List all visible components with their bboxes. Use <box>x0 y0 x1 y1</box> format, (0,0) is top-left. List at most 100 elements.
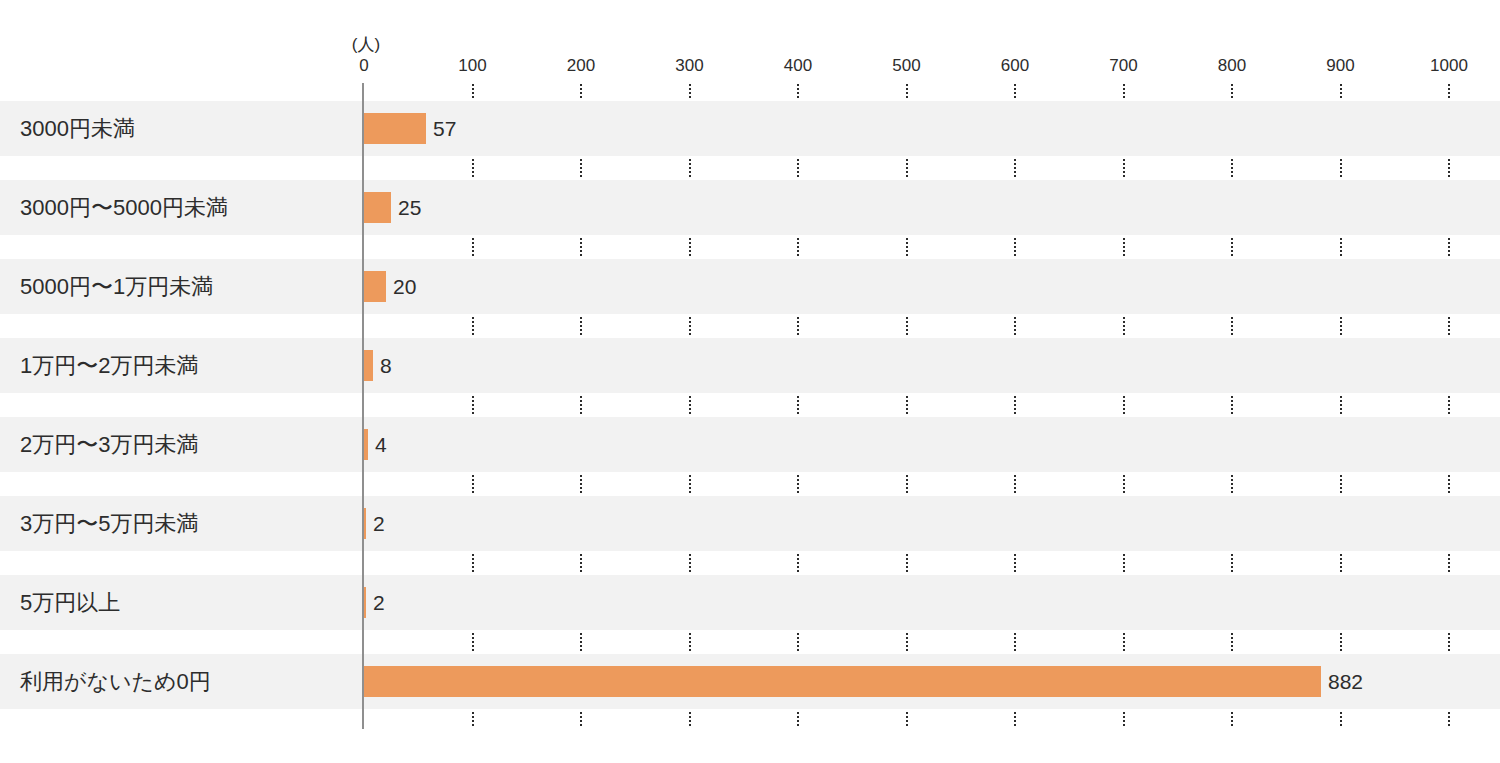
table-row: 1万円〜2万円未満 8 <box>0 338 1500 393</box>
dotted-gridline-segment <box>1123 238 1125 256</box>
bar <box>364 587 366 618</box>
dotted-gridline-segment <box>689 475 691 493</box>
dotted-gridline-segment <box>580 712 582 727</box>
value-label: 25 <box>398 180 421 235</box>
dotted-gridline-segment <box>1448 317 1450 335</box>
category-label: 利用がないため0円 <box>20 654 211 709</box>
dotted-gridline-segment <box>472 238 474 256</box>
dotted-gridline-segment <box>1340 475 1342 493</box>
dotted-gridline-segment <box>797 475 799 493</box>
dotted-gridline-segment <box>906 84 908 100</box>
dotted-gridline-segment <box>906 633 908 651</box>
dotted-gridline-segment <box>1123 396 1125 414</box>
dotted-gridline-segment <box>580 159 582 177</box>
x-tick-label: 100 <box>458 56 486 76</box>
x-tick-label: 700 <box>1109 56 1137 76</box>
category-label: 5万円以上 <box>20 575 120 630</box>
dotted-gridline-segment <box>580 238 582 256</box>
dotted-gridline-segment <box>472 475 474 493</box>
dotted-gridline-segment <box>1014 712 1016 727</box>
dotted-gridline-segment <box>1014 633 1016 651</box>
dotted-gridline-segment <box>580 84 582 100</box>
bar <box>364 113 426 144</box>
dotted-gridline-segment <box>1123 475 1125 493</box>
x-tick-label: 300 <box>675 56 703 76</box>
dotted-gridline-segment <box>1014 317 1016 335</box>
bar <box>364 192 391 223</box>
table-row: 5000円〜1万円未満20 <box>0 259 1500 314</box>
dotted-gridline-segment <box>689 238 691 256</box>
dotted-gridline-segment <box>1231 238 1233 256</box>
x-tick-label: 400 <box>784 56 812 76</box>
dotted-gridline-segment <box>472 84 474 100</box>
dotted-gridline-segment <box>472 396 474 414</box>
dotted-gridline-segment <box>1340 159 1342 177</box>
dotted-gridline-segment <box>1014 238 1016 256</box>
category-label: 3000円未満 <box>20 101 135 156</box>
dotted-gridline-segment <box>1448 396 1450 414</box>
value-label: 2 <box>373 496 385 551</box>
dotted-gridline-segment <box>906 317 908 335</box>
dotted-gridline-segment <box>472 712 474 727</box>
table-row: 2万円〜3万円未満4 <box>0 417 1500 472</box>
dotted-gridline-segment <box>1123 554 1125 572</box>
dotted-gridline-segment <box>1340 317 1342 335</box>
dotted-gridline-segment <box>1340 633 1342 651</box>
bar <box>364 350 373 381</box>
x-tick-label: 1000 <box>1430 56 1468 76</box>
dotted-gridline-segment <box>1448 633 1450 651</box>
dotted-gridline-segment <box>797 238 799 256</box>
dotted-gridline-segment <box>1340 396 1342 414</box>
value-label: 8 <box>380 338 392 393</box>
x-tick-label: 500 <box>892 56 920 76</box>
table-row: 3万円〜5万円未満2 <box>0 496 1500 551</box>
bar <box>364 508 366 539</box>
dotted-gridline-segment <box>689 712 691 727</box>
dotted-gridline-segment <box>906 554 908 572</box>
dotted-gridline-segment <box>472 554 474 572</box>
bar <box>364 666 1321 697</box>
dotted-gridline-segment <box>689 554 691 572</box>
dotted-gridline-segment <box>797 712 799 727</box>
dotted-gridline-segment <box>797 396 799 414</box>
dotted-gridline-segment <box>797 159 799 177</box>
dotted-gridline-segment <box>1231 317 1233 335</box>
dotted-gridline-segment <box>797 554 799 572</box>
dotted-gridline-segment <box>580 475 582 493</box>
dotted-gridline-segment <box>1448 475 1450 493</box>
dotted-gridline-segment <box>906 396 908 414</box>
dotted-gridline-segment <box>906 712 908 727</box>
dotted-gridline-segment <box>1340 84 1342 100</box>
table-row: 5万円以上2 <box>0 575 1500 630</box>
bar <box>364 271 386 302</box>
value-label: 882 <box>1328 654 1363 709</box>
dotted-gridline-segment <box>580 633 582 651</box>
axis-unit-label: (人) <box>338 33 394 56</box>
dotted-gridline-segment <box>906 159 908 177</box>
dotted-gridline-segment <box>689 396 691 414</box>
x-tick-label: 800 <box>1218 56 1246 76</box>
category-label: 3000円〜5000円未満 <box>20 180 228 235</box>
dotted-gridline-segment <box>1231 475 1233 493</box>
x-tick-label: 600 <box>1001 56 1029 76</box>
dotted-gridline-segment <box>580 317 582 335</box>
dotted-gridline-segment <box>1123 159 1125 177</box>
bar-chart: (人) 01002003004005006007008009001000 300… <box>0 0 1500 763</box>
dotted-gridline-segment <box>689 84 691 100</box>
category-label: 2万円〜3万円未満 <box>20 417 198 472</box>
dotted-gridline-segment <box>1123 317 1125 335</box>
dotted-gridline-segment <box>689 159 691 177</box>
dotted-gridline-segment <box>1231 84 1233 100</box>
dotted-gridline-segment <box>1448 159 1450 177</box>
dotted-gridline-segment <box>1448 712 1450 727</box>
dotted-gridline-segment <box>580 396 582 414</box>
bar <box>364 429 368 460</box>
x-tick-label: 200 <box>567 56 595 76</box>
table-row: 3000円〜5000円未満 25 <box>0 180 1500 235</box>
table-row: 利用がないため0円 882 <box>0 654 1500 709</box>
category-label: 1万円〜2万円未満 <box>20 338 198 393</box>
dotted-gridline-segment <box>580 554 582 572</box>
dotted-gridline-segment <box>1448 554 1450 572</box>
dotted-gridline-segment <box>689 317 691 335</box>
dotted-gridline-segment <box>472 317 474 335</box>
